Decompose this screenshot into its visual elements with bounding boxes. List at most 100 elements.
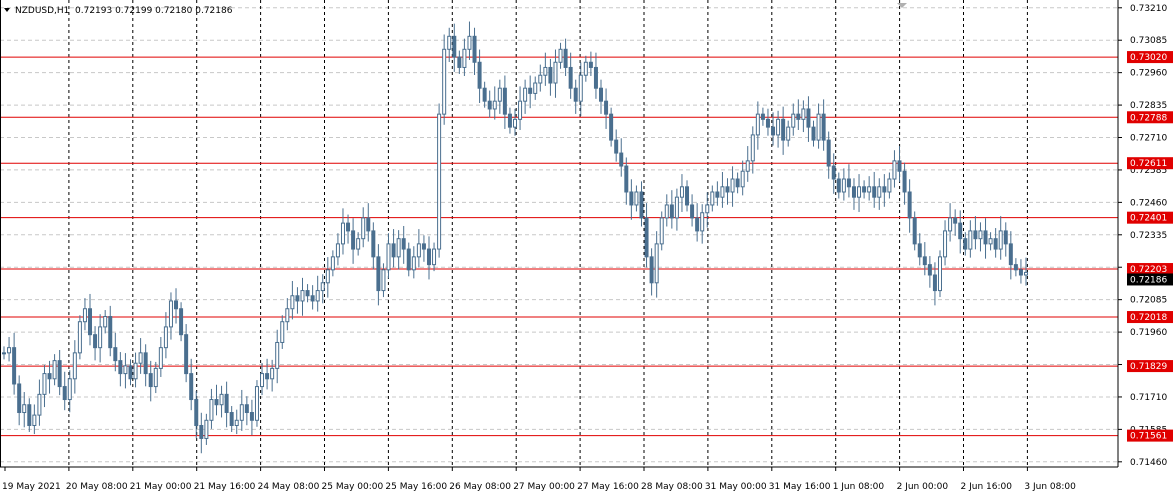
candle-body: [993, 238, 998, 250]
candle-body: [776, 118, 781, 136]
candle-body: [917, 243, 922, 258]
triangle-down-icon[interactable]: [4, 8, 10, 12]
candle-body: [669, 204, 674, 219]
candle-body: [877, 186, 882, 198]
candle-body: [958, 222, 963, 240]
shift-marker-icon[interactable]: [897, 3, 907, 8]
candle-body: [330, 256, 335, 271]
candle-body: [998, 230, 1003, 250]
candle-body: [543, 66, 548, 76]
time-axis[interactable]: 19 May 2021 20 May 08:00 21 May 00:00 21 Ma…: [2, 467, 1076, 492]
level-label: 0.71561: [1130, 432, 1167, 442]
candle-body: [720, 186, 725, 198]
candle-body: [346, 222, 351, 232]
candle-body: [831, 165, 836, 180]
x-tick-label: 27 May 00:00: [513, 482, 575, 492]
candle-body: [401, 238, 406, 250]
x-tick-label: 2 Jun 00:00: [897, 482, 949, 492]
candle-body: [781, 118, 786, 141]
candle-body: [47, 373, 52, 380]
price-axis[interactable]: 0.73210 0.73085 0.72960 0.72835 0.72710 0.725…: [1118, 4, 1167, 468]
candle-body: [452, 35, 457, 58]
candle-body: [305, 290, 310, 297]
candle-body: [1024, 271, 1028, 276]
candle-body: [690, 204, 695, 219]
candle-body: [912, 217, 917, 245]
ohlc-values: 0.72193 0.72199 0.72180 0.72186: [75, 6, 233, 16]
candle-body: [2, 352, 6, 355]
candle-body: [725, 186, 730, 193]
level-label: 0.73020: [1130, 53, 1167, 63]
candle-body: [295, 295, 300, 302]
candle-body: [376, 256, 381, 292]
candle-body: [634, 191, 639, 206]
candle-body: [168, 300, 173, 328]
x-tick-label: 2 Jun 16:00: [961, 482, 1013, 492]
candle-body: [432, 248, 437, 266]
candle-body: [143, 352, 148, 375]
candle-body: [244, 404, 249, 414]
candle-body: [654, 243, 659, 284]
candle-body: [968, 230, 973, 250]
candle-body: [310, 295, 315, 302]
candle-body: [983, 230, 988, 245]
candle-body: [811, 126, 816, 141]
level-label: 0.72401: [1130, 214, 1167, 224]
y-tick-label: 0.71710: [1130, 393, 1167, 403]
level-label-bg: [1127, 111, 1173, 124]
candle-body: [1003, 230, 1008, 245]
candle-body: [270, 367, 275, 380]
candle-body: [1013, 264, 1018, 271]
candle-body: [194, 399, 199, 426]
candle-body: [735, 178, 740, 188]
candle-body: [361, 217, 366, 240]
candle-body: [77, 321, 82, 354]
candle-body: [42, 373, 47, 395]
candle-body: [937, 256, 942, 292]
candle-body: [27, 404, 32, 426]
candle-body: [57, 360, 62, 388]
x-tick-label: 24 May 08:00: [258, 482, 320, 492]
candle-body: [98, 326, 103, 349]
candle-body: [411, 256, 416, 271]
candle-body: [462, 48, 467, 68]
candle-body: [290, 295, 295, 310]
candle-body: [948, 217, 953, 232]
horizontal-levels[interactable]: [0, 56, 1118, 437]
candle-body: [163, 326, 168, 349]
candle-body: [447, 35, 452, 50]
candle-body: [614, 139, 619, 154]
candle-body: [907, 191, 912, 219]
candle-body: [229, 412, 234, 426]
candle-body: [93, 334, 98, 349]
level-label-bg: [1127, 157, 1173, 170]
candle-body: [477, 61, 482, 89]
x-tick-label: 25 May 00:00: [322, 482, 384, 492]
candle-body: [82, 308, 87, 323]
candle-body: [133, 362, 138, 380]
candle-body: [583, 61, 588, 76]
candle-body: [710, 191, 715, 206]
candle-body: [442, 48, 447, 115]
candle-body: [624, 165, 629, 193]
candle-body: [113, 347, 118, 362]
candle-body: [862, 186, 867, 193]
candle-body: [371, 230, 376, 258]
candle-body: [325, 269, 330, 284]
y-tick-label: 0.73085: [1130, 36, 1167, 46]
candle-body: [568, 66, 573, 89]
candle-body: [472, 35, 477, 63]
candle-body: [988, 238, 993, 245]
y-tick-label: 0.72460: [1130, 198, 1167, 208]
candle-body: [902, 170, 907, 193]
x-tick-label: 21 May 00:00: [130, 482, 192, 492]
candle-body: [740, 170, 745, 188]
symbol-label: NZDUSD,H1: [15, 6, 69, 16]
candle-body: [158, 347, 163, 369]
candle-body: [730, 178, 735, 193]
x-tick-label: 3 Jun 08:00: [1024, 482, 1076, 492]
y-tick-label: 0.72085: [1130, 296, 1167, 306]
candle-body: [700, 212, 705, 232]
